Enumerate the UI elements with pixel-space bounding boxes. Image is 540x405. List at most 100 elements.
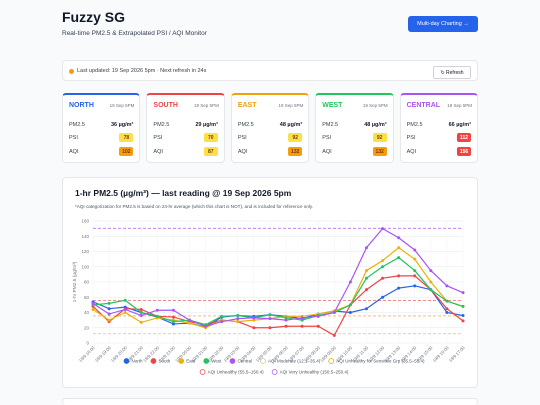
data-point (316, 324, 320, 328)
series-line (92, 256, 464, 326)
data-point (139, 320, 143, 324)
legend-item: East (178, 358, 196, 364)
psi-label: PSI (237, 135, 247, 141)
data-point (188, 318, 192, 322)
data-point (252, 326, 256, 330)
data-point (461, 304, 465, 308)
next-card (62, 398, 478, 405)
data-point (300, 318, 304, 322)
region-card: CENTRAL 19 Sep 5PM PM2.5 66 µg/m³ PSI 112 AQI 1… (399, 93, 479, 163)
region-name: WEST (322, 102, 343, 109)
legend-label: AQI Unhealthy for Sensitive Grp (35.5–55… (336, 359, 425, 364)
data-point (171, 322, 175, 326)
data-point (236, 320, 240, 324)
data-point (91, 307, 95, 311)
series-line (92, 285, 464, 328)
data-point (300, 316, 304, 320)
data-point (236, 317, 240, 321)
data-point (397, 256, 401, 260)
data-point (268, 313, 272, 317)
data-point (268, 326, 272, 330)
region-card: SOUTH 19 Sep 5PM PM2.5 29 µg/m³ PSI 70 AQI 87 (146, 93, 225, 163)
data-point (461, 319, 465, 323)
data-point (461, 291, 465, 295)
data-point (252, 318, 256, 322)
legend-label: AQI Very Unhealthy (150.5–250.4) (280, 370, 349, 375)
region-name: EAST (237, 102, 257, 109)
legend-marker (150, 358, 157, 364)
pm25-value: 29 µg/m³ (195, 122, 218, 128)
data-point (332, 311, 336, 314)
data-point (123, 298, 127, 302)
data-point (284, 324, 288, 328)
legend-label: East (186, 359, 196, 364)
data-point (236, 314, 240, 318)
y-tick-label: 120 (81, 249, 89, 254)
data-point (91, 301, 95, 305)
aqi-label: AQI (153, 149, 163, 155)
data-point (429, 280, 433, 284)
legend-marker (328, 358, 335, 364)
data-point (188, 321, 192, 325)
aqi-badge: 102 (119, 147, 134, 156)
data-point (204, 324, 208, 328)
region-name: SOUTH (153, 102, 178, 109)
legend-marker (123, 358, 130, 364)
data-point (348, 303, 352, 307)
data-point (139, 311, 143, 314)
data-point (413, 269, 417, 273)
psi-badge: 92 (288, 133, 303, 142)
pm25-value: 36 µg/m³ (110, 122, 134, 128)
pm25-label: PM2.5 (69, 122, 85, 128)
data-point (381, 259, 385, 263)
chart-title: 1-hr PM2.5 (µg/m³) — last reading @ 19 S… (75, 188, 292, 198)
data-point (171, 320, 175, 324)
psi-badge: 92 (372, 133, 387, 142)
aqi-label: AQI (406, 149, 417, 155)
data-point (381, 265, 385, 269)
psi-label: PSI (406, 135, 416, 141)
y-tick-label: 80 (84, 280, 90, 285)
region-cards: NORTH 19 Sep 5PM PM2.5 36 µg/m³ PSI 78 AQI 102 S… (62, 93, 479, 163)
psi-badge: 78 (119, 133, 134, 142)
data-point (107, 307, 111, 311)
refresh-button[interactable]: ↻ Refresh (433, 66, 471, 79)
pm25-label: PM2.5 (153, 122, 170, 128)
region-name: NORTH (69, 102, 94, 109)
data-point (397, 286, 401, 290)
region-time: 19 Sep 5PM (278, 103, 304, 108)
data-point (107, 312, 111, 316)
data-point (397, 246, 401, 250)
x-tick-label: 19/9 17:00 (448, 345, 466, 363)
legend-item: South (150, 358, 171, 364)
data-point (413, 274, 417, 278)
data-point (397, 236, 401, 240)
legend-label: North (131, 359, 143, 364)
data-point (252, 316, 256, 320)
psi-label: PSI (153, 135, 163, 141)
app-title: Fuzzy SG (62, 9, 126, 25)
multi-day-button[interactable]: Multi-day Charting → (408, 16, 478, 32)
data-point (155, 314, 159, 318)
data-point (413, 248, 417, 252)
psi-badge: 112 (457, 133, 472, 142)
legend-item: North (123, 358, 143, 364)
legend-label: South (158, 359, 170, 364)
data-point (316, 314, 320, 318)
data-point (123, 307, 127, 311)
data-point (413, 284, 417, 288)
data-point (364, 276, 368, 280)
region-time: 19 Sep 5PM (362, 103, 388, 108)
data-point (300, 324, 304, 328)
y-tick-label: 40 (84, 310, 90, 315)
y-tick-label: 0 (86, 341, 89, 346)
data-point (445, 284, 449, 288)
y-tick-label: 140 (81, 234, 89, 239)
psi-label: PSI (69, 135, 78, 141)
aqi-badge: 87 (203, 147, 218, 156)
y-tick-label: 160 (81, 219, 89, 224)
data-point (139, 307, 143, 311)
y-tick-label: 100 (81, 264, 89, 269)
aqi-label: AQI (69, 149, 79, 155)
